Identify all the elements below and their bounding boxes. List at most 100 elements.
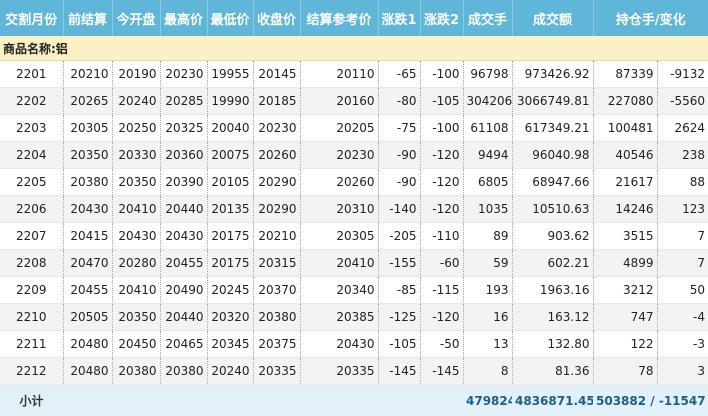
delivery-month: 2208 [0,249,63,277]
subtotal-volume: 479824 [463,384,512,416]
cell: -105 [377,330,420,358]
cell: -100 [419,114,463,142]
delivery-month: 2212 [0,357,63,385]
cell: -60 [419,249,463,277]
cell: 20135 [206,195,253,223]
cell: 20260 [299,168,378,196]
cell: 20230 [299,141,378,169]
cell: 19990 [206,87,253,115]
cell: -90 [377,141,420,169]
delivery-month: 2206 [0,195,63,223]
cell: 20110 [299,60,378,88]
cell: 20390 [159,168,207,196]
cell: 20380 [62,168,112,196]
column-header: 持仓手/变化 [592,0,708,36]
cell: 1963.16 [511,276,593,304]
cell: 123 [656,195,708,223]
cell: 238 [656,141,708,169]
cell: 20480 [62,330,112,358]
cell: -125 [377,303,420,331]
cell: 20375 [252,330,300,358]
data-row: 2210 20505 20350 20440 20320 20380 20385 -125 -1… [0,303,708,331]
cell: -120 [419,195,463,223]
cell: -145 [377,357,420,385]
cell: 747 [592,303,657,331]
cell: 20265 [62,87,112,115]
cell: 20145 [252,60,300,88]
cell: 20240 [111,87,160,115]
cell: -120 [419,168,463,196]
cell: 20430 [159,222,207,250]
cell: -80 [377,87,420,115]
data-row: 2202 20265 20240 20285 19990 20185 20160 -80 -10… [0,87,708,115]
cell: 20250 [111,114,160,142]
subtotal-row: 小计 479824 4836871.45 503882 / -11547 [0,384,708,416]
column-header: 今开盘 [111,0,160,36]
cell: 20480 [62,357,112,385]
cell: 8 [462,357,512,385]
cell: 20305 [62,114,112,142]
cell: 20335 [252,357,300,385]
cell: 20290 [252,168,300,196]
cell: 122 [592,330,657,358]
cell: 7 [656,249,708,277]
delivery-month: 2204 [0,141,63,169]
cell: 20490 [159,276,207,304]
cell: 20505 [62,303,112,331]
cell: 20305 [299,222,378,250]
cell: 20335 [299,357,378,385]
cell: 20345 [206,330,253,358]
cell: 6805 [462,168,512,196]
cell: 20415 [62,222,112,250]
cell: 20465 [159,330,207,358]
data-row: 2201 20210 20190 20230 19955 20145 20110 -65 -10… [0,60,708,88]
data-row: 2207 20415 20430 20430 20175 20210 20305 -205 -1… [0,222,708,250]
section-row: 商品名称:铝 [0,36,708,61]
cell: -155 [377,249,420,277]
cell: 100481 [592,114,657,142]
column-header: 成交手 [462,0,512,36]
cell: 2624 [656,114,708,142]
cell: -105 [419,87,463,115]
cell: -110 [419,222,463,250]
cell: 20210 [62,60,112,88]
cell: 1035 [462,195,512,223]
column-header: 成交额 [511,0,593,36]
cell: 20430 [62,195,112,223]
data-row: 2212 20480 20380 20380 20240 20335 20335 -145 -1… [0,357,708,385]
cell: 20440 [159,303,207,331]
cell: 20340 [299,276,378,304]
delivery-month: 2207 [0,222,63,250]
cell: 3212 [592,276,657,304]
cell: -85 [377,276,420,304]
cell: 20350 [111,303,160,331]
cell: 20380 [111,357,160,385]
column-header: 结算参考价 [299,0,378,36]
cell: 20075 [206,141,253,169]
cell: 20260 [252,141,300,169]
table-body: 商品名称:铝 2201 20210 20190 20230 19955 20145 20110… [0,36,708,416]
cell: 617349.21 [511,114,593,142]
cell: 9494 [462,141,512,169]
cell: 20410 [111,276,160,304]
cell: 40546 [592,141,657,169]
cell: 20230 [252,114,300,142]
cell: 20190 [111,60,160,88]
data-row: 2208 20470 20280 20455 20175 20315 20410 -155 -6… [0,249,708,277]
cell: 227080 [592,87,657,115]
cell: 20350 [111,168,160,196]
cell: 61108 [462,114,512,142]
cell: -9132 [656,60,708,88]
delivery-month: 2203 [0,114,63,142]
cell: 20315 [252,249,300,277]
cell: -4 [656,303,708,331]
cell: 3 [656,357,708,385]
cell: -75 [377,114,420,142]
cell: -3 [656,330,708,358]
cell: 20455 [159,249,207,277]
cell: 20280 [111,249,160,277]
cell: 20185 [252,87,300,115]
cell: -90 [377,168,420,196]
